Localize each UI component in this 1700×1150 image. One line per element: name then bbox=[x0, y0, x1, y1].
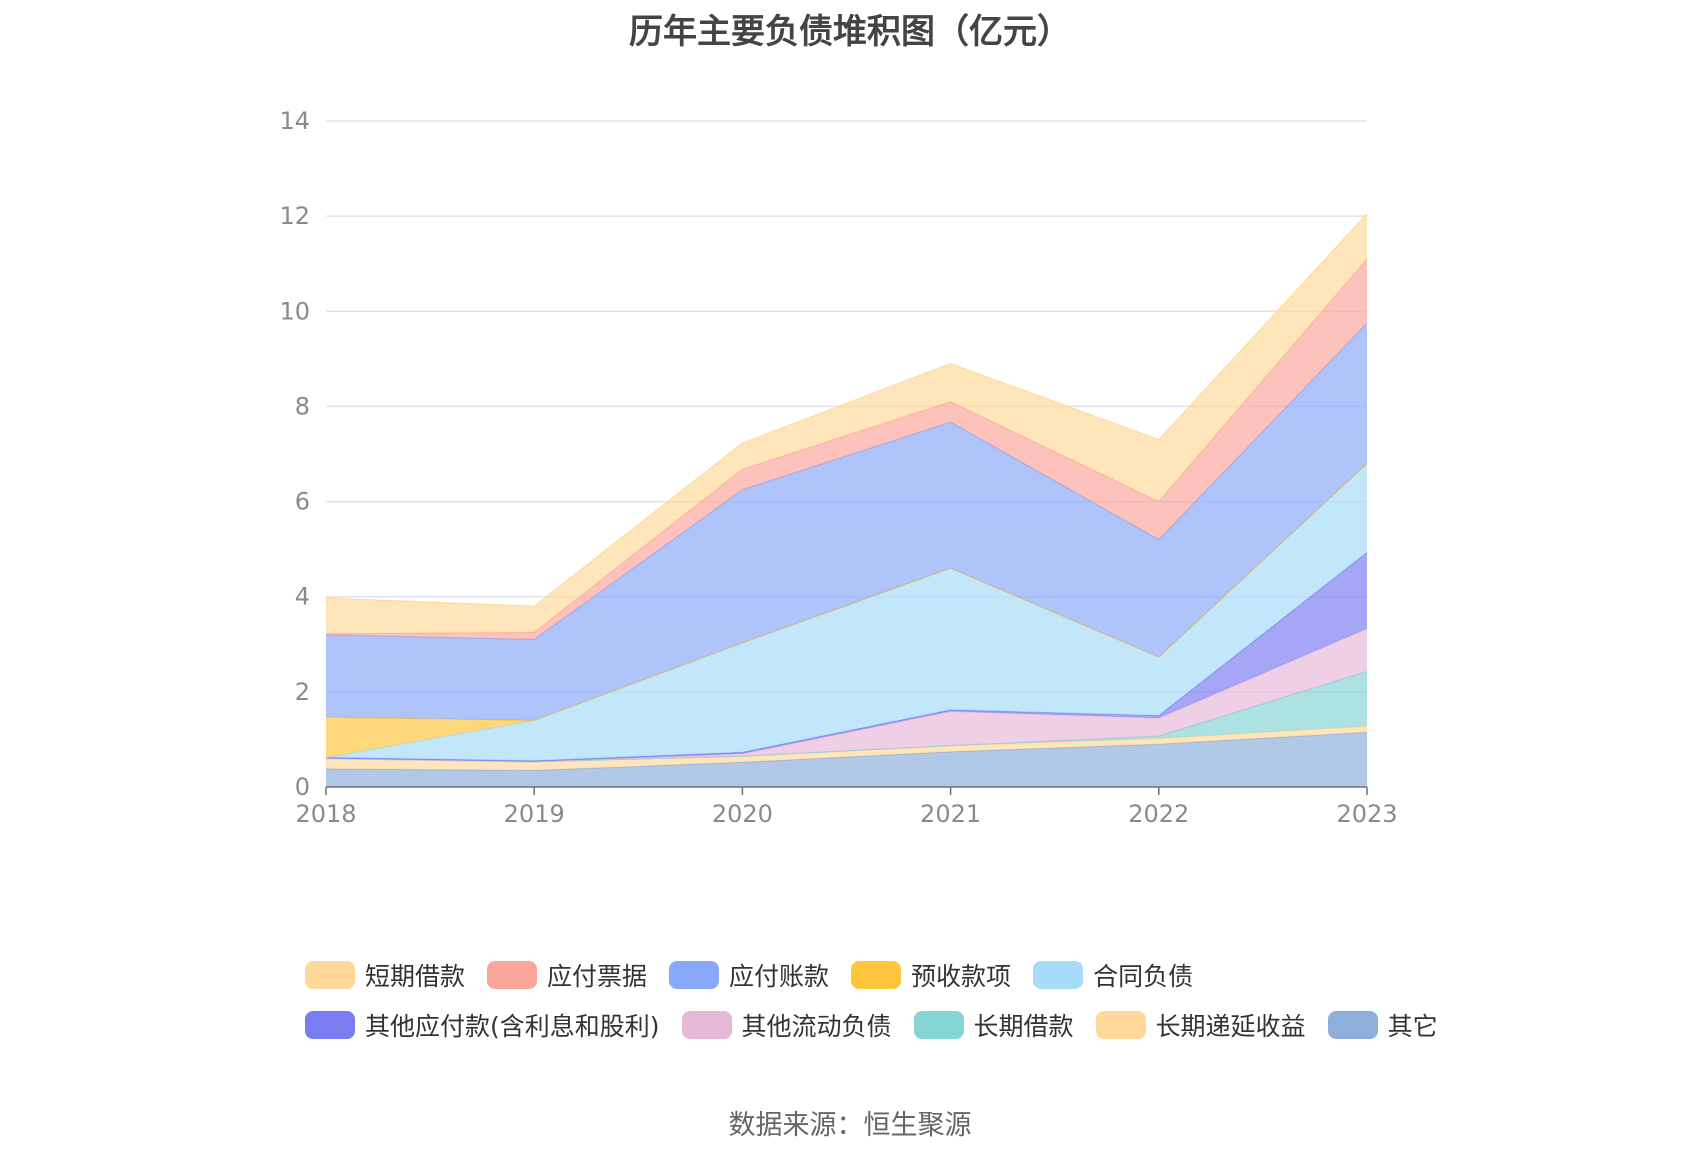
legend-swatch bbox=[851, 961, 902, 989]
legend-item[interactable]: 其他应付款(含利息和股利) bbox=[305, 1007, 660, 1043]
area-series-5[interactable] bbox=[326, 463, 1367, 761]
legend-item[interactable]: 应付票据 bbox=[487, 957, 647, 993]
legend-label: 长期递延收益 bbox=[1155, 1012, 1306, 1041]
area-series-9[interactable] bbox=[326, 213, 1367, 634]
area-series-3[interactable] bbox=[326, 628, 1367, 762]
legend-item[interactable]: 其它 bbox=[1327, 1007, 1438, 1043]
y-tick-label: 6 bbox=[295, 488, 310, 516]
y-tick-label: 14 bbox=[279, 107, 310, 135]
legend-label: 其它 bbox=[1387, 1012, 1438, 1041]
legend-item[interactable]: 合同负债 bbox=[1033, 957, 1193, 993]
legend-label: 预收款项 bbox=[911, 962, 1012, 991]
y-tick-label: 10 bbox=[279, 297, 310, 325]
area-series-6[interactable] bbox=[326, 463, 1367, 758]
x-tick-label: 2020 bbox=[712, 800, 773, 828]
legend-swatch bbox=[487, 961, 538, 989]
legend-label: 应付账款 bbox=[729, 962, 830, 991]
y-tick-label: 12 bbox=[279, 202, 310, 230]
legend-swatch bbox=[305, 1011, 355, 1039]
legend-item[interactable]: 其他流动负债 bbox=[681, 1007, 892, 1043]
legend-label: 合同负债 bbox=[1093, 962, 1194, 991]
series-line-9 bbox=[325, 213, 1368, 607]
area-layer bbox=[325, 213, 1368, 787]
legend-item[interactable]: 预收款项 bbox=[851, 957, 1011, 993]
area-series-2[interactable] bbox=[326, 671, 1367, 762]
legend-item[interactable]: 长期借款 bbox=[913, 1007, 1074, 1043]
x-tick-label: 2022 bbox=[1128, 800, 1189, 828]
legend-row: 其他应付款(含利息和股利) 其他流动负债 长期借款 长期递延收益 其它 bbox=[305, 1000, 1455, 1050]
area-series-8[interactable] bbox=[326, 259, 1367, 640]
legend-label: 应付票据 bbox=[547, 962, 648, 991]
legend-swatch bbox=[669, 961, 720, 989]
legend-label: 其他应付款(含利息和股利) bbox=[365, 1012, 660, 1041]
legend-swatch bbox=[913, 1011, 964, 1039]
x-tick-label: 2018 bbox=[295, 800, 356, 828]
legend-swatch bbox=[1327, 1011, 1378, 1039]
x-tick-label: 2019 bbox=[504, 800, 565, 828]
data-source-note: 数据来源：恒生聚源 bbox=[728, 1110, 972, 1141]
axis-layer: 0 2 4 6 8 10 12 14 2018 2019 2020 2021 2022 2023 bbox=[279, 107, 1397, 828]
y-tick-label: 0 bbox=[295, 773, 310, 801]
y-tick-label: 4 bbox=[295, 583, 310, 611]
legend-swatch bbox=[305, 961, 355, 989]
legend-row: 短期借款 应付票据 应付账款 预收款项 合同负债 bbox=[305, 950, 1455, 1000]
x-tick-label: 2023 bbox=[1336, 800, 1397, 828]
x-tick-label: 2021 bbox=[920, 800, 981, 828]
y-tick-label: 8 bbox=[295, 392, 310, 420]
legend-item[interactable]: 应付账款 bbox=[669, 957, 829, 993]
chart-plot: 0 2 4 6 8 10 12 14 2018 2019 2020 2021 2022 2023 bbox=[279, 107, 1397, 828]
legend-swatch bbox=[1033, 961, 1084, 989]
legend-label: 其他流动负债 bbox=[741, 1012, 892, 1041]
y-tick-label: 2 bbox=[295, 678, 310, 706]
area-series-1[interactable] bbox=[326, 726, 1367, 771]
legend-label: 短期借款 bbox=[365, 962, 466, 991]
legend-swatch bbox=[1095, 1011, 1146, 1039]
legend: 短期借款 应付票据 应付账款 预收款项 合同负债 其他应付款(含利息和股利) 其他流动负债… bbox=[305, 950, 1455, 1050]
legend-swatch bbox=[681, 1011, 732, 1039]
area-series-7[interactable] bbox=[326, 323, 1367, 721]
area-series-0[interactable] bbox=[326, 732, 1367, 787]
legend-item[interactable]: 短期借款 bbox=[305, 957, 465, 993]
chart-title: 历年主要负债堆积图（亿元） bbox=[629, 12, 1071, 52]
legend-item[interactable]: 长期递延收益 bbox=[1095, 1007, 1306, 1043]
legend-label: 长期借款 bbox=[973, 1012, 1074, 1041]
